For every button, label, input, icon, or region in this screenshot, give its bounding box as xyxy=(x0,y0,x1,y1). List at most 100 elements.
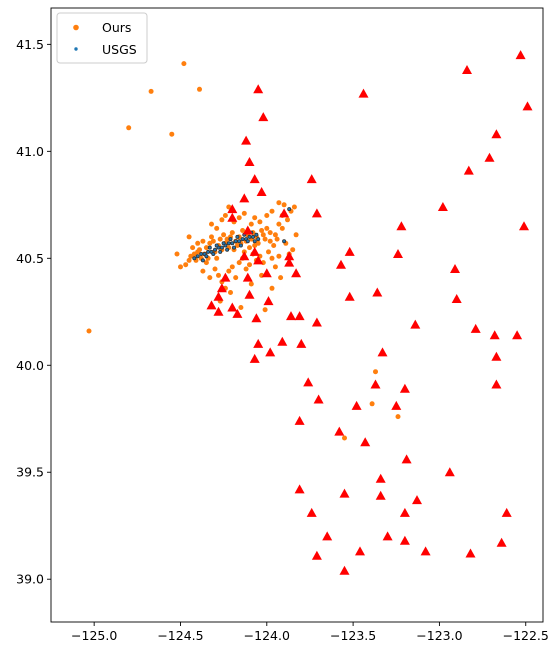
station-triangle-65 xyxy=(355,546,365,556)
ours-point-115 xyxy=(252,243,258,248)
y-axis: 39.0 39.5 40.0 40.5 41.0 41.5 xyxy=(16,37,51,587)
station-triangle-27 xyxy=(263,296,274,306)
station-triangle-21 xyxy=(213,291,224,301)
station-triangle-31 xyxy=(291,268,302,278)
station-triangle-47 xyxy=(396,221,407,231)
legend-label-ours: Ours xyxy=(102,20,131,35)
ours-point-96 xyxy=(269,285,275,291)
station-triangle-54 xyxy=(399,383,410,393)
x-tick-label-5: −122.5 xyxy=(503,628,549,643)
ours-point-5 xyxy=(86,328,92,334)
ours-point-86 xyxy=(269,208,275,214)
usgs-point-9 xyxy=(226,241,231,246)
station-triangle-62 xyxy=(382,531,393,541)
station-triangle-45 xyxy=(344,291,355,301)
ours-point-49 xyxy=(290,247,296,253)
station-triangle-53 xyxy=(391,400,402,410)
y-tick-label-5: 41.5 xyxy=(16,37,44,52)
y-tick-label-1: 39.5 xyxy=(16,465,44,480)
ours-point-100 xyxy=(342,435,347,441)
station-triangle-14 xyxy=(239,251,250,261)
ours-point-95 xyxy=(262,307,268,313)
ours-point-84 xyxy=(257,219,263,225)
station-triangle-84 xyxy=(489,330,500,340)
ours-point-73 xyxy=(276,253,282,259)
ours-point-0 xyxy=(181,61,187,67)
usgs-point-25 xyxy=(252,239,257,244)
ours-point-25 xyxy=(229,230,235,236)
station-triangle-77 xyxy=(484,152,495,162)
ours-point-36 xyxy=(259,228,265,233)
station-triangle-71 xyxy=(306,507,317,517)
legend: Ours USGS xyxy=(56,12,148,64)
station-triangle-8 xyxy=(227,212,238,222)
ours-point-56 xyxy=(216,272,221,278)
station-triangle-3 xyxy=(244,157,255,166)
station-triangle-35 xyxy=(296,338,307,348)
ours-point-88 xyxy=(200,268,206,274)
station-triangle-79 xyxy=(515,50,526,60)
ours-point-41 xyxy=(272,232,278,238)
station-triangle-74 xyxy=(451,294,462,303)
station-triangle-80 xyxy=(522,101,533,111)
usgs-point-34 xyxy=(287,207,292,212)
usgs-point-29 xyxy=(228,237,233,242)
station-triangle-63 xyxy=(399,535,410,545)
ours-point-42 xyxy=(276,221,282,227)
ours-point-60 xyxy=(229,264,235,270)
station-triangle-55 xyxy=(334,426,345,436)
usgs-point-11 xyxy=(233,239,238,244)
station-triangle-69 xyxy=(339,488,350,498)
station-triangle-33 xyxy=(294,311,305,321)
station-triangle-34 xyxy=(311,317,322,327)
ours-point-59 xyxy=(226,268,232,274)
station-triangle-88 xyxy=(501,507,512,517)
ours-point-48 xyxy=(293,232,299,238)
ours-point-2 xyxy=(197,86,202,92)
usgs-point-30 xyxy=(235,234,240,239)
x-tick-label-0: −125.0 xyxy=(71,628,117,643)
station-triangle-2 xyxy=(241,135,252,145)
usgs-point-22 xyxy=(231,245,236,250)
ours-point-107 xyxy=(210,238,216,244)
ours-point-70 xyxy=(266,249,271,255)
station-triangle-39 xyxy=(277,336,288,346)
ours-point-21 xyxy=(221,232,227,238)
ours-point-116 xyxy=(260,232,266,238)
station-triangle-43 xyxy=(336,259,346,269)
station-triangle-75 xyxy=(462,65,472,74)
station-triangle-6 xyxy=(239,193,250,203)
ours-point-8 xyxy=(183,262,189,268)
station-triangle-78 xyxy=(491,129,502,139)
station-triangle-66 xyxy=(339,565,350,575)
station-triangle-64 xyxy=(420,546,431,556)
ours-point-4 xyxy=(169,131,175,137)
ours-point-105 xyxy=(200,238,206,244)
x-tick-label-3: −123.5 xyxy=(330,628,376,643)
ours-point-3 xyxy=(126,125,132,131)
station-triangle-25 xyxy=(232,308,243,318)
station-triangle-24 xyxy=(227,302,238,312)
station-triangle-44 xyxy=(344,246,355,256)
ours-point-80 xyxy=(236,215,242,221)
ours-point-98 xyxy=(369,401,375,407)
usgs-point-35 xyxy=(192,256,197,261)
station-triangle-38 xyxy=(249,353,260,363)
legend-label-usgs: USGS xyxy=(102,42,137,57)
usgs-series xyxy=(192,207,292,263)
ours-point-119 xyxy=(279,225,285,231)
station-triangle-85 xyxy=(491,351,502,361)
station-triangle-51 xyxy=(370,379,381,389)
station-triangle-58 xyxy=(375,473,386,483)
station-triangle-59 xyxy=(375,490,386,500)
station-triangle-46 xyxy=(372,287,383,297)
station-triangle-30 xyxy=(284,257,295,267)
ours-point-40 xyxy=(271,243,277,248)
station-triangle-60 xyxy=(412,495,422,505)
station-triangle-23 xyxy=(213,306,224,316)
station-triangle-13 xyxy=(242,225,253,235)
ours-point-85 xyxy=(264,213,270,218)
ours-point-87 xyxy=(276,200,282,206)
